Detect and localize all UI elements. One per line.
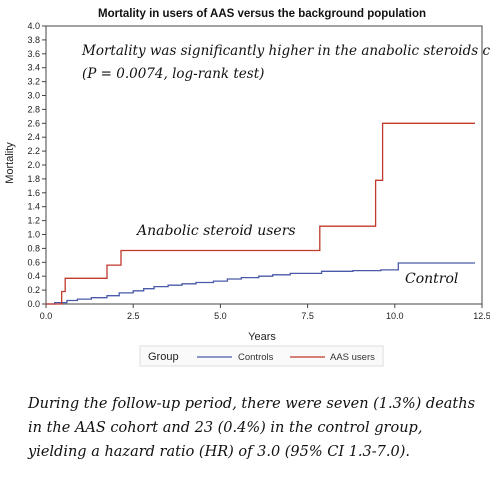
y-tick-label: 3.8	[27, 35, 40, 45]
y-axis: 0.0 0.2 0.4 0.6 0.8 1.0 1.2 1.4 1.6 1.8 2.0 2.2 2.4 2…	[27, 21, 46, 309]
x-tick-label: 7.5	[301, 311, 314, 321]
mortality-chart: Mortality in users of AAS versus the bac…	[4, 8, 490, 367]
y-tick-label: 2.6	[27, 118, 40, 128]
y-tick-label: 1.8	[27, 174, 40, 184]
y-tick-label: 4.0	[27, 21, 40, 31]
y-tick-label: 0.2	[27, 285, 40, 295]
y-tick-label: 1.0	[27, 230, 40, 240]
x-axis: 0.0 2.5 5.0 7.5 10.0 12.5	[40, 304, 490, 321]
series-line-controls	[46, 262, 475, 305]
y-tick-label: 2.0	[27, 160, 40, 170]
y-tick-label: 2.4	[27, 132, 40, 142]
y-tick-label: 0.8	[27, 243, 40, 253]
y-tick-label: 3.2	[27, 77, 40, 87]
annotation-pvalue: (P = 0.0074, log-rank test)	[82, 66, 264, 82]
annotation-aas-users: Anabolic steroid users	[135, 223, 296, 239]
chart-title: Mortality in users of AAS versus the bac…	[98, 8, 426, 20]
caption-text: During the follow-up period, there were …	[28, 396, 476, 460]
x-tick-label: 10.0	[386, 311, 404, 321]
y-tick-label: 3.0	[27, 91, 40, 101]
x-tick-label: 2.5	[127, 311, 140, 321]
y-tick-label: 1.4	[27, 202, 40, 212]
y-tick-label: 2.8	[27, 104, 40, 114]
legend-title: Group	[148, 351, 179, 363]
y-tick-label: 1.2	[27, 216, 40, 226]
y-tick-label: 1.6	[27, 188, 40, 198]
legend-label-aas-users: AAS users	[330, 352, 375, 363]
legend: Group Controls AAS users	[139, 345, 384, 367]
x-tick-label: 0.0	[40, 311, 53, 321]
y-tick-label: 3.4	[27, 63, 40, 73]
legend-label-controls: Controls	[238, 352, 274, 363]
y-axis-title: Mortality	[4, 142, 16, 184]
x-tick-label: 12.5	[473, 311, 490, 321]
y-tick-label: 0.6	[27, 257, 40, 267]
x-axis-title: Years	[248, 331, 276, 343]
y-tick-label: 3.6	[27, 49, 40, 59]
y-tick-label: 2.2	[27, 146, 40, 156]
annotation-control: Control	[405, 271, 458, 287]
y-tick-label: 0.0	[27, 299, 40, 309]
series-line-aas-users	[46, 122, 475, 305]
legend-box	[139, 345, 384, 367]
series-lines	[46, 122, 475, 305]
y-tick-label: 0.4	[27, 271, 40, 281]
annotation-significance: Mortality was significantly higher in th…	[81, 43, 490, 59]
x-tick-label: 5.0	[214, 311, 227, 321]
